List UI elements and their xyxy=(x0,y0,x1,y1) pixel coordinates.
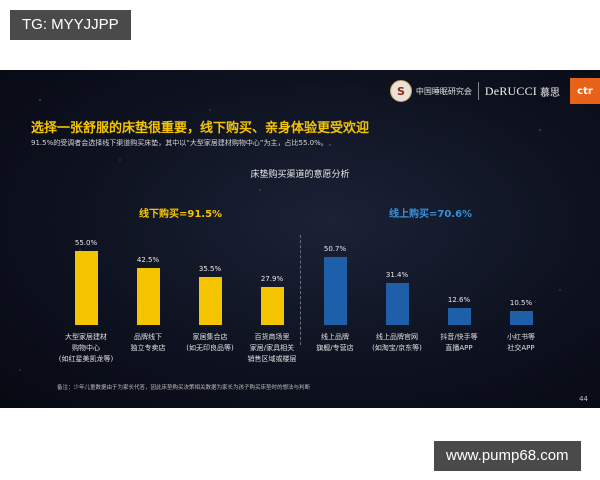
category-label: 品牌线下 独立专卖店 xyxy=(130,333,166,352)
sleep-society-name: 中国睡眠研究会 xyxy=(415,86,472,96)
bar-value-label: 31.4% xyxy=(385,271,409,279)
starfield-background xyxy=(19,99,561,371)
sleep-society-logo-icon: S xyxy=(389,80,412,102)
category-label: 家居集合店 (如无印良品等) xyxy=(186,333,234,352)
bar-6 xyxy=(447,308,471,325)
site-watermark: www.pump68.com xyxy=(434,441,581,471)
slide: S 中国睡眠研究会 DeRUCCI 慕思 ctr 选择一张舒服的床垫很重要，线下… xyxy=(0,70,600,408)
derucci-logo: DeRUCCI xyxy=(484,83,537,98)
logo-divider xyxy=(477,82,479,100)
bar-3 xyxy=(260,287,284,325)
category-label: 抖音/快手等 直播APP xyxy=(440,333,478,352)
category-label: 线上品牌官网 (如淘宝/京东等) xyxy=(372,333,422,352)
bar-7 xyxy=(509,311,533,325)
bar-value-label: 10.5% xyxy=(509,299,533,307)
bar-value-label: 42.5% xyxy=(136,256,160,264)
category-label: 大型家居建材 购物中心 (如红星美凯龙等) xyxy=(58,333,114,363)
slide-headline: 选择一张舒服的床垫很重要，线下购买、亲身体验更受欢迎 xyxy=(31,121,370,136)
category-label: 线上品牌 旗舰/专营店 xyxy=(316,333,354,352)
bar-1 xyxy=(136,268,160,325)
telegram-badge: TG: MYYJJPP xyxy=(10,10,131,40)
bar-2 xyxy=(198,277,222,325)
logo-bar: S 中国睡眠研究会 DeRUCCI 慕思 ctr xyxy=(389,78,600,104)
category-label: 百货商场里 家居/家具相关 销售区域或楼层 xyxy=(247,333,297,363)
footnote: 备注：少年儿童数据由于为家长代答，因此床垫购买决策相关数据为家长为孩子购买床垫时… xyxy=(57,385,311,391)
group-divider xyxy=(300,235,301,345)
bar-4 xyxy=(323,257,347,325)
bar-value-label: 55.0% xyxy=(74,239,98,247)
slide-subline: 91.5%的受调者会选择线下渠道购买床垫，其中以“大型家居建材购物中心”为主，占… xyxy=(31,139,328,147)
bar-value-label: 35.5% xyxy=(198,265,222,273)
ctr-logo: ctr xyxy=(570,78,600,104)
bar-value-label: 27.9% xyxy=(260,275,284,283)
derucci-cn-logo: 慕思 xyxy=(540,87,560,99)
category-label: 小红书等 社交APP xyxy=(507,333,535,352)
bar-value-label: 12.6% xyxy=(447,296,471,304)
bar-0 xyxy=(74,251,98,325)
chart-title: 床垫购买渠道的意愿分析 xyxy=(250,170,350,180)
online-group-label: 线上购买=70.6% xyxy=(389,209,473,220)
bar-5 xyxy=(385,283,409,325)
page-number: 44 xyxy=(579,395,588,403)
offline-group-label: 线下购买=91.5% xyxy=(139,209,223,220)
bar-value-label: 50.7% xyxy=(323,245,347,253)
